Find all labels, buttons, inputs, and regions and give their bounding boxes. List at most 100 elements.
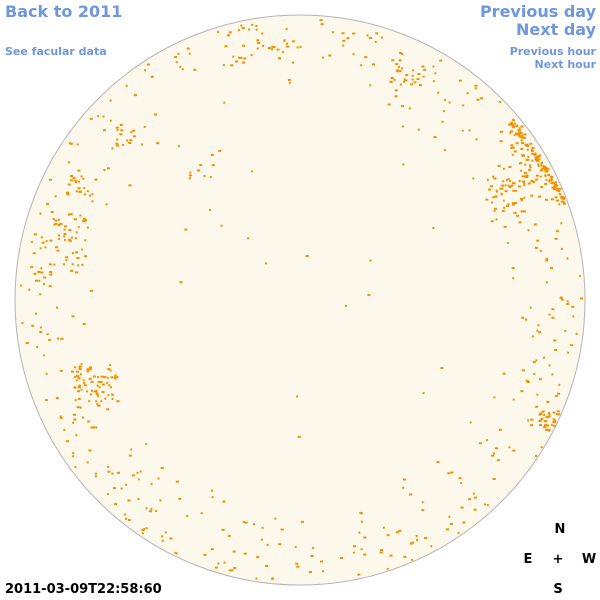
facula-spot [551,186,555,189]
facula-spot [119,123,123,126]
facula-spot [398,70,402,73]
facula-spot [232,550,236,553]
facula-spot [446,528,449,531]
back-to-year-link[interactable]: Back to 2011 [5,2,123,21]
facula-spot [551,316,555,319]
facula-spot [79,214,82,217]
facula-spot [548,412,550,414]
facula-spot [82,416,84,419]
facula-spot [244,521,248,524]
facula-spot [560,200,563,203]
facula-spot [545,424,549,427]
facula-spot [130,448,133,451]
facula-spot [548,364,551,367]
facula-spot [77,377,81,380]
facula-spot [262,44,264,47]
facula-spot [530,194,534,197]
facula-spot [70,175,74,177]
previous-hour-link[interactable]: Previous hour [509,45,596,58]
see-facular-data-link[interactable]: See facular data [5,45,107,58]
facula-spot [94,475,97,478]
facula-spot [72,421,75,424]
facula-spot [268,47,271,50]
facula-spot [536,239,540,242]
facula-spot [63,235,66,238]
facula-spot [102,115,105,118]
facula-spot [76,143,79,146]
facula-spot [514,132,518,135]
facula-spot [402,478,406,481]
facula-spot [217,562,220,565]
facula-spot [462,521,466,524]
facula-spot [559,296,563,299]
facula-spot [535,359,538,362]
facula-spot [64,239,67,241]
facula-spot [223,101,226,104]
facula-spot [548,429,551,432]
facula-spot [175,480,179,483]
facula-spot [222,500,226,503]
facula-spot [557,392,561,395]
facula-spot [41,241,45,244]
facula-spot [525,158,528,161]
facula-spot [233,567,237,569]
facula-spot [506,242,509,244]
facula-spot [396,69,400,72]
facula-spot [518,127,521,130]
facula-spot [89,366,92,369]
facula-spot [144,69,147,72]
facula-spot [386,534,390,537]
facula-spot [543,414,546,416]
facula-spot [77,390,80,393]
facula-spot [129,139,133,142]
facula-spot [94,472,97,475]
facula-spot [523,133,527,136]
facula-spot [75,181,77,184]
facula-spot [49,271,53,273]
facula-spot [59,222,63,225]
facula-spot [241,27,245,29]
next-hour-link[interactable]: Next hour [534,58,597,71]
facula-spot [287,78,291,81]
facula-spot [101,383,105,386]
facula-spot [509,180,511,182]
compass-center-cross: + [552,552,564,567]
facula-spot [403,555,407,558]
facula-spot [223,561,226,564]
facula-spot [292,61,294,64]
facula-spot [58,218,60,221]
facula-spot [56,249,60,252]
previous-day-link[interactable]: Previous day [479,2,596,21]
facula-spot [99,380,103,383]
facula-spot [312,547,315,549]
facula-spot [433,136,437,139]
facula-spot [515,142,519,145]
facula-spot [93,390,96,393]
facula-spot [527,182,531,185]
facula-spot [344,304,347,307]
facula-spot [540,186,544,189]
facula-spot [93,375,96,378]
facula-spot [80,175,83,178]
facula-spot [115,142,119,145]
facula-spot [579,275,582,278]
facula-spot [125,517,127,520]
facula-spot [523,175,527,178]
facula-spot [73,218,77,221]
facula-spot [468,129,471,132]
facula-spot [78,180,80,183]
facula-spot [493,452,496,455]
facula-spot [549,179,553,182]
facula-spot [490,220,494,223]
facula-spot [508,166,512,168]
facula-spot [539,378,542,381]
facula-spot [95,390,98,393]
facula-spot [514,202,517,204]
facula-spot [547,174,551,176]
facula-spot [538,331,541,334]
facula-spot [228,569,232,572]
facula-spot [247,237,250,240]
facula-spot [266,543,269,546]
next-day-link[interactable]: Next day [516,20,596,39]
facula-spot [512,202,515,205]
